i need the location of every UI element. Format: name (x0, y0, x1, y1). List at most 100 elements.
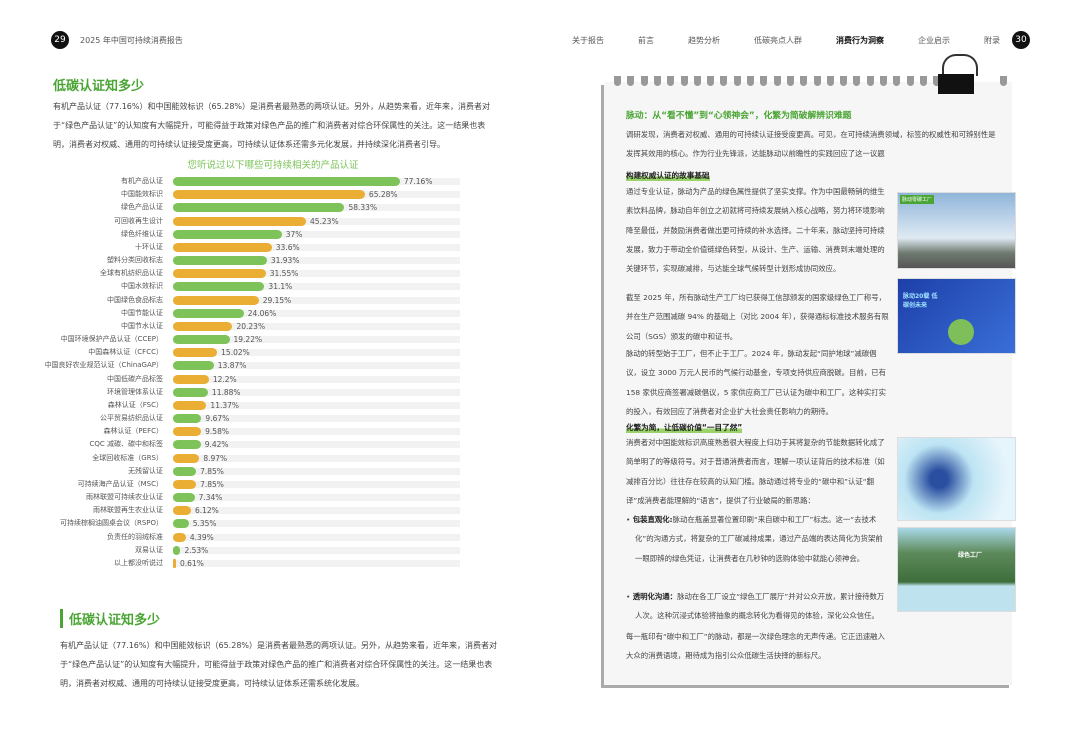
chart-row: 无残留认证 7.85% (0, 465, 470, 478)
bar (173, 348, 218, 358)
category-label: 中国低碳产品标签 (107, 374, 163, 383)
chart-row: CQC 减碳、碳中和标签 9.42% (0, 438, 470, 451)
bar (173, 558, 176, 568)
nav-about[interactable]: 关于报告 (572, 36, 604, 45)
category-label: 中国水效标识 (121, 282, 163, 291)
factory-photo-caption: 脉动零碳工厂 (900, 195, 935, 204)
bar (173, 321, 233, 331)
nav-trends[interactable]: 趋势分析 (688, 36, 720, 45)
category-label: 以上都没听说过 (114, 558, 163, 567)
bar (173, 545, 181, 555)
bar-track (173, 309, 460, 317)
bar (173, 519, 189, 529)
category-label: 可持续棕榈油圆桌会议（RSPO） (59, 519, 163, 528)
chart-row: 塑料分类回收标志 31.93% (0, 254, 470, 267)
bar-track (173, 401, 460, 409)
bar-track (173, 362, 460, 370)
nav-enterprise[interactable]: 企业启示 (918, 36, 950, 45)
green-factory-hall-photo: 绿色工厂 (897, 527, 1016, 612)
bar-track (173, 243, 460, 251)
value-label: 9.42% (204, 440, 229, 450)
bar-track (173, 546, 460, 554)
subheading-authority: 构建权威认证的故事基础 (626, 170, 710, 181)
paragraph-transformation: 脉动的转型始于工厂，但不止于工厂。2024 年，脉动发起“同护地球”减碳倡议，设… (626, 349, 887, 416)
category-label: 中国良好农业规范认证（ChinaGAP） (44, 361, 163, 370)
chart-row: 以上都没听说过 0.61% (0, 557, 470, 570)
outro-paragraph: 有机产品认证（77.16%）和中国能效标识（65.28%）是消费者最熟悉的两项认… (60, 641, 498, 688)
intro-paragraph: 有机产品认证（77.16%）和中国能效标识（65.28%）是消费者最熟悉的两项认… (53, 102, 491, 149)
value-label: 4.39% (189, 532, 214, 542)
bar-track (173, 322, 460, 330)
bar (173, 190, 365, 200)
value-label: 0.61% (180, 558, 204, 568)
exhibition-hall-photo (897, 437, 1016, 521)
value-label: 6.12% (194, 506, 219, 516)
green-factory-caption: 绿色工厂 (958, 552, 983, 559)
event-photo: 脉动20载 低碳创未来 (897, 278, 1016, 354)
spiral-ring-icon (880, 76, 887, 86)
category-label: 可回收再生设计 (114, 216, 163, 225)
bar-track (173, 257, 460, 265)
value-label: 33.6% (275, 242, 300, 252)
paragraph-energy-label: 消费者对中国能效标识高度熟悉很大程度上归功于其将复杂的节能数据转化成了简单明了的… (626, 438, 885, 505)
category-label: 绿色产品认证 (121, 203, 163, 212)
category-label: 双易认证 (135, 545, 163, 554)
spiral-ring-icon (826, 76, 834, 86)
bullet-transparency-text: 脉动在各工厂设立“绿色工厂展厅”并对公众开放，累计接待数万人次。这种沉浸式体验将… (635, 592, 885, 621)
value-label: 58.33% (348, 203, 378, 213)
bar (173, 493, 195, 503)
bar-track (173, 415, 460, 423)
value-label: 19.22% (233, 335, 263, 345)
binder-clip-icon (938, 74, 974, 94)
event-photo-caption: 脉动20载 低碳创未来 (903, 293, 938, 309)
bullet-packaging: • 包装直观化:脉动在瓶盖显著位置印刷“来自碳中和工厂”标志。这一“去技术化”的… (626, 515, 883, 563)
bar (173, 242, 272, 252)
paragraph-certification: 通过专业认证，脉动为产品的绿色属性提供了坚实支撑。作为中国最畅销的维生素饮料品牌… (626, 187, 885, 274)
nav-appendix[interactable]: 附录 (984, 36, 1000, 45)
spiral-ring-icon (786, 76, 794, 86)
bar (173, 269, 266, 279)
value-label: 7.34% (198, 493, 223, 503)
chart-row: 可回收再生设计 45.23% (0, 215, 470, 228)
nav-preface[interactable]: 前言 (638, 36, 654, 45)
factory-photo: 脉动零碳工厂 (897, 192, 1016, 269)
bar-track (173, 270, 460, 278)
value-label: 9.67% (205, 414, 230, 424)
globe-icon (948, 319, 974, 345)
value-label: 11.37% (210, 400, 240, 410)
value-label: 2.53% (184, 545, 209, 555)
bar (173, 308, 244, 318)
nav-low-carbon-groups[interactable]: 低碳亮点人群 (754, 36, 802, 45)
bar-track (173, 533, 460, 541)
bar-track (173, 428, 460, 436)
category-label: 雨林联盟再生农业认证 (93, 506, 163, 515)
spiral-ring-icon (813, 76, 821, 86)
value-label: 24.06% (247, 308, 277, 318)
bar (173, 427, 202, 437)
spiral-ring-icon (614, 76, 621, 86)
value-label: 7.85% (200, 466, 224, 476)
spiral-ring-icon (747, 76, 754, 86)
category-label: 塑料分类回收标志 (107, 256, 163, 265)
bar-track (173, 349, 460, 357)
chart-row: 中国绿色食品标志 29.15% (0, 294, 470, 307)
nav-consumer-behavior[interactable]: 消费行为洞察 (836, 36, 884, 45)
category-label: 雨林联盟可持续农业认证 (86, 493, 163, 502)
spiral-ring-icon (999, 76, 1007, 86)
bar (173, 506, 191, 516)
category-label: 无残留认证 (128, 466, 163, 475)
value-label: 15.02% (221, 348, 250, 358)
category-label: 可持续海产品认证（MSC） (77, 479, 163, 488)
value-label: 37% (285, 229, 303, 239)
bar-track (173, 230, 460, 238)
chart-row: 中国良好农业规范认证（ChinaGAP） 13.87% (0, 359, 470, 372)
value-label: 31.93% (270, 256, 300, 266)
value-label: 11.88% (211, 387, 241, 397)
spiral-ring-icon (866, 76, 874, 86)
category-label: 中国节水认证 (121, 321, 163, 330)
bar-track (173, 296, 460, 304)
spiral-ring-icon (853, 76, 861, 86)
category-label: 绿色纤维认证 (121, 229, 163, 238)
closing-paragraph: 每一瓶印有“碳中和工厂”的脉动，都是一次绿色理念的无声传递。它正迅速融入大众的消… (626, 632, 885, 661)
bar (173, 374, 209, 384)
